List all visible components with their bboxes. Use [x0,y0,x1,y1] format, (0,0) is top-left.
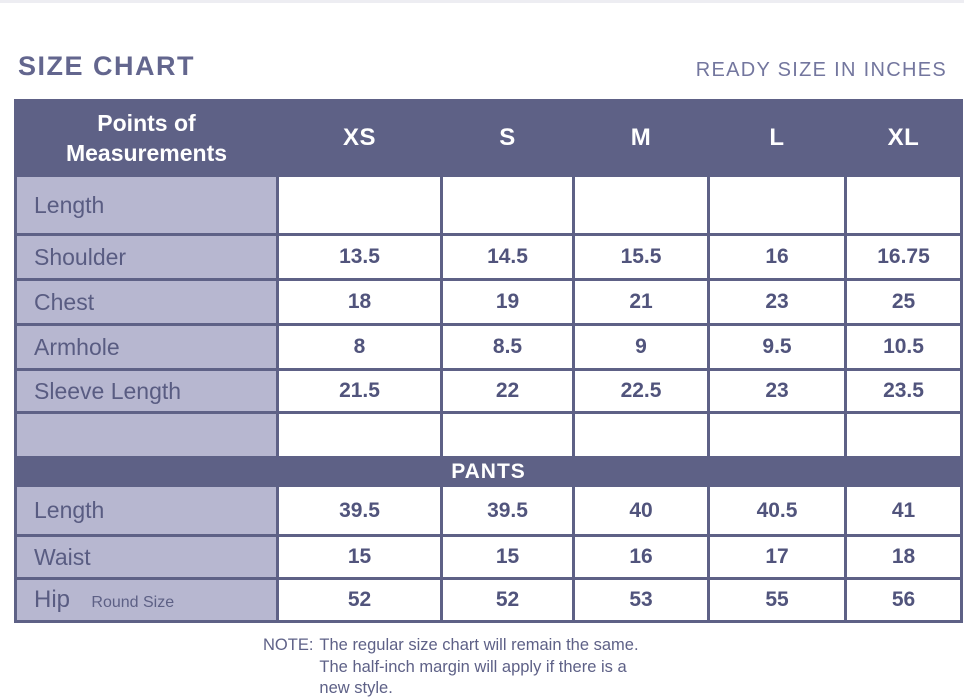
size-value-cell [844,411,963,459]
footnote-text: The regular size chart will remain the s… [319,635,638,700]
row-label-note: Round Size [91,594,175,611]
size-value-cell [440,411,575,459]
size-value-cell: 16.75 [844,233,963,281]
size-value-cell: 55 [707,577,847,623]
pants-section-header: PANTS [14,456,963,487]
size-value-cell: 16 [572,534,710,580]
header-row: Points of Measurements XS S M L XL [14,99,963,177]
column-header-l: L [707,99,847,177]
pants-section-row: PANTS [14,456,963,487]
column-header-xl: XL [844,99,963,177]
row-label: Waist [14,534,279,580]
footnote-prefix: NOTE: [263,636,314,654]
size-value-cell [440,174,575,236]
size-value-cell: 15 [440,534,575,580]
size-value-cell: 10.5 [844,323,963,371]
row-label: Armhole [14,323,279,371]
size-value-cell: 9.5 [707,323,847,371]
units-label: READY SIZE IN INCHES [695,59,947,81]
size-value-cell [276,174,443,236]
column-header-m: M [572,99,710,177]
top-edge-divider [0,0,964,3]
size-value-cell: 13.5 [276,233,443,281]
page-header: SIZE CHART READY SIZE IN INCHES [18,51,947,82]
table-row-armhole: Armhole 8 8.5 9 9.5 10.5 [14,323,963,371]
row-label: Length [14,174,279,236]
size-value-cell [707,174,847,236]
row-label: Hip [34,586,71,613]
row-label-hip: Hip Round Size [14,577,279,623]
row-label: Length [14,484,279,537]
size-value-cell: 15 [276,534,443,580]
size-value-cell: 16 [707,233,847,281]
size-value-cell: 56 [844,577,963,623]
size-value-cell: 23.5 [844,368,963,414]
footnote-line: The half-inch margin will apply if there… [319,657,627,676]
table-row-length: Length [14,174,963,236]
size-value-cell: 39.5 [440,484,575,537]
size-value-cell: 52 [440,577,575,623]
size-value-cell: 9 [572,323,710,371]
size-value-cell: 53 [572,577,710,623]
size-chart-table: Points of Measurements XS S M L XL Lengt… [14,99,963,623]
table-row-pants-length: Length 39.5 39.5 40 40.5 41 [14,484,963,537]
table-row-shoulder: Shoulder 13.5 14.5 15.5 16 16.75 [14,233,963,281]
size-value-cell: 15.5 [572,233,710,281]
row-label [14,411,279,459]
column-header-s: S [440,99,575,177]
size-value-cell: 23 [707,368,847,414]
row-label: Sleeve Length [14,368,279,414]
size-value-cell: 41 [844,484,963,537]
table-row-waist: Waist 15 15 16 17 18 [14,534,963,580]
table-row-hip: Hip Round Size 52 52 53 55 56 [14,577,963,623]
size-value-cell: 18 [276,278,443,326]
size-value-cell: 18 [844,534,963,580]
size-value-cell: 21 [572,278,710,326]
size-value-cell [572,411,710,459]
footnote-line: new style. [319,679,393,697]
row-label: Shoulder [14,233,279,281]
size-value-cell: 23 [707,278,847,326]
footnote: NOTE: The regular size chart will remain… [263,635,964,700]
table-row-spacer [14,411,963,459]
size-value-cell: 39.5 [276,484,443,537]
size-value-cell [572,174,710,236]
size-value-cell: 22.5 [572,368,710,414]
size-value-cell [276,411,443,459]
size-value-cell: 8 [276,323,443,371]
table-row-chest: Chest 18 19 21 23 25 [14,278,963,326]
page-title: SIZE CHART [18,51,195,81]
size-value-cell: 52 [276,577,443,623]
size-value-cell: 22 [440,368,575,414]
table-row-sleeve-length: Sleeve Length 21.5 22 22.5 23 23.5 [14,368,963,414]
footnote-line: The regular size chart will remain the s… [319,636,639,654]
column-header-xs: XS [276,99,443,177]
size-value-cell: 8.5 [440,323,575,371]
size-value-cell [707,411,847,459]
size-value-cell: 21.5 [276,368,443,414]
size-value-cell: 40.5 [707,484,847,537]
size-value-cell: 17 [707,534,847,580]
size-value-cell: 14.5 [440,233,575,281]
corner-header: Points of Measurements [14,99,279,177]
size-value-cell: 19 [440,278,575,326]
size-value-cell: 40 [572,484,710,537]
size-value-cell [844,174,963,236]
size-value-cell: 25 [844,278,963,326]
row-label: Chest [14,278,279,326]
